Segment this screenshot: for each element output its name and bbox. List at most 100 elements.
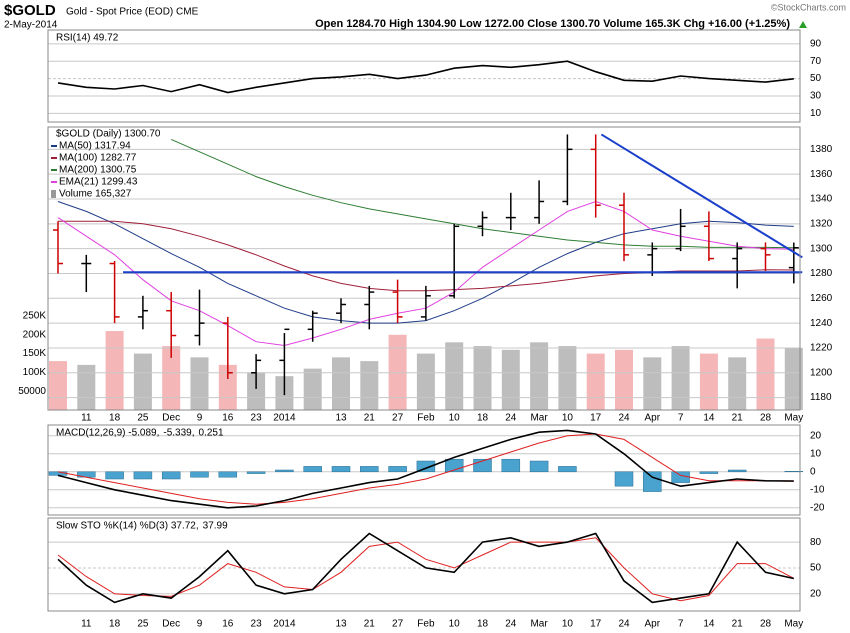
volume-bar bbox=[530, 342, 549, 410]
symbol: $GOLD bbox=[4, 2, 56, 19]
quote: Open 1284.70 High 1304.90 Low 1272.00 Cl… bbox=[315, 18, 790, 30]
volume-bar bbox=[784, 347, 803, 410]
volume-bar bbox=[445, 342, 464, 410]
x-tick-label: 21 bbox=[364, 619, 376, 630]
volume-bar bbox=[558, 346, 577, 410]
x-tick-label: 10 bbox=[562, 619, 574, 630]
histogram-bar bbox=[671, 471, 690, 483]
histogram-bar bbox=[48, 471, 68, 476]
date: 2-May-2014 bbox=[4, 20, 58, 31]
indicator-line bbox=[57, 532, 794, 604]
y-tick-label: 30 bbox=[810, 91, 822, 102]
x-tick-label: 13 bbox=[335, 413, 347, 424]
legend-entry: MA(50) 1317.94 bbox=[59, 141, 131, 152]
y-tick-label: 50 bbox=[810, 73, 822, 84]
panel-title: RSI(14) 49.72 bbox=[56, 33, 119, 44]
histogram-bar bbox=[161, 471, 181, 480]
histogram-bar bbox=[501, 458, 521, 473]
legend-entry: Volume 165,327 bbox=[59, 189, 132, 200]
y-tick-label: -10 bbox=[810, 484, 825, 495]
y-tick-label: 1220 bbox=[810, 343, 833, 354]
histogram-bar bbox=[303, 466, 322, 473]
y-tick-label: 1280 bbox=[810, 268, 833, 279]
panel-frame bbox=[47, 29, 801, 123]
x-tick-label: 21 bbox=[364, 413, 376, 424]
x-tick-label: 13 bbox=[335, 619, 347, 630]
volume-bar bbox=[303, 368, 322, 410]
histogram-bar bbox=[727, 469, 747, 473]
panel-title: -5.339, bbox=[163, 428, 194, 439]
histogram-bar bbox=[331, 466, 351, 473]
x-tick-label: May bbox=[784, 619, 803, 630]
x-tick-label: 11 bbox=[81, 413, 92, 424]
legend-entry: MA(200) 1300.75 bbox=[59, 165, 137, 176]
x-tick-label: 2014 bbox=[273, 413, 296, 424]
volume-tick-label: 250K bbox=[23, 311, 47, 322]
indicator-line bbox=[57, 60, 794, 94]
legend-entry: EMA(21) 1299.43 bbox=[59, 177, 138, 188]
volume-bar bbox=[728, 357, 747, 410]
y-tick-label: 80 bbox=[810, 537, 822, 548]
x-tick-label: 18 bbox=[477, 413, 489, 424]
x-tick-label: 16 bbox=[222, 619, 234, 630]
y-tick-label: -20 bbox=[810, 502, 825, 513]
x-tick-label: Mar bbox=[530, 619, 548, 630]
panel-title: Slow STO %K(14) %D(3) 37.72, bbox=[56, 521, 199, 532]
y-tick-label: 1300 bbox=[810, 243, 833, 254]
y-tick-label: 20 bbox=[810, 430, 822, 441]
x-tick-label: 14 bbox=[703, 413, 715, 424]
volume-bar bbox=[190, 357, 209, 410]
volume-tick-label: 200K bbox=[23, 329, 47, 340]
y-tick-label: 1240 bbox=[810, 318, 833, 329]
histogram-bar bbox=[133, 471, 153, 480]
x-tick-label: 18 bbox=[109, 413, 121, 424]
legend-entry: MA(100) 1282.77 bbox=[59, 153, 137, 164]
volume-bar bbox=[643, 357, 662, 410]
volume-bar bbox=[162, 346, 181, 410]
indicator-line bbox=[57, 537, 795, 602]
panel-frame bbox=[47, 424, 801, 516]
x-tick-label: 24 bbox=[505, 619, 517, 630]
y-tick-label: 1200 bbox=[810, 367, 833, 378]
volume-tick-label: 100K bbox=[23, 367, 47, 378]
volume-bar bbox=[218, 364, 237, 410]
x-tick-label: May bbox=[784, 413, 803, 424]
y-tick-label: 90 bbox=[810, 39, 822, 50]
x-tick-label: 25 bbox=[137, 413, 149, 424]
histogram-bar bbox=[388, 466, 407, 473]
y-tick-label: 70 bbox=[810, 56, 822, 67]
description: Gold - Spot Price (EOD) CME bbox=[66, 7, 199, 18]
x-tick-label: 10 bbox=[449, 619, 461, 630]
volume-bar bbox=[247, 372, 266, 410]
volume-tick-label: 50000 bbox=[18, 386, 46, 397]
histogram-bar bbox=[190, 471, 209, 478]
x-tick-label: Feb bbox=[417, 413, 435, 424]
x-tick-label: 23 bbox=[251, 413, 263, 424]
y-tick-label: 0 bbox=[810, 466, 816, 477]
histogram-bar bbox=[105, 471, 124, 480]
histogram-bar bbox=[558, 466, 577, 473]
x-tick-label: 16 bbox=[222, 413, 234, 424]
histogram-bar bbox=[416, 460, 436, 473]
y-tick-label: 20 bbox=[810, 588, 822, 599]
x-tick-label: 21 bbox=[732, 413, 744, 424]
x-tick-label: 2014 bbox=[273, 619, 296, 630]
x-tick-label: 10 bbox=[562, 413, 574, 424]
price-legend: $GOLD (Daily) 1300.70 bbox=[56, 129, 161, 140]
x-tick-label: 27 bbox=[392, 413, 404, 424]
x-tick-label: 27 bbox=[392, 619, 404, 630]
histogram-bar bbox=[246, 471, 266, 474]
volume-bar bbox=[133, 353, 152, 410]
y-tick-label: 10 bbox=[810, 448, 822, 459]
x-tick-label: Feb bbox=[417, 619, 435, 630]
histogram-bar bbox=[360, 466, 379, 473]
histogram-bar bbox=[275, 469, 294, 473]
change-arrow bbox=[799, 21, 807, 28]
legend-swatch bbox=[51, 190, 56, 198]
histogram-bar bbox=[218, 471, 238, 478]
volume-bar bbox=[77, 364, 96, 410]
panel-frame bbox=[47, 126, 801, 411]
x-tick-label: 28 bbox=[760, 619, 772, 630]
indicator-line bbox=[57, 429, 794, 509]
